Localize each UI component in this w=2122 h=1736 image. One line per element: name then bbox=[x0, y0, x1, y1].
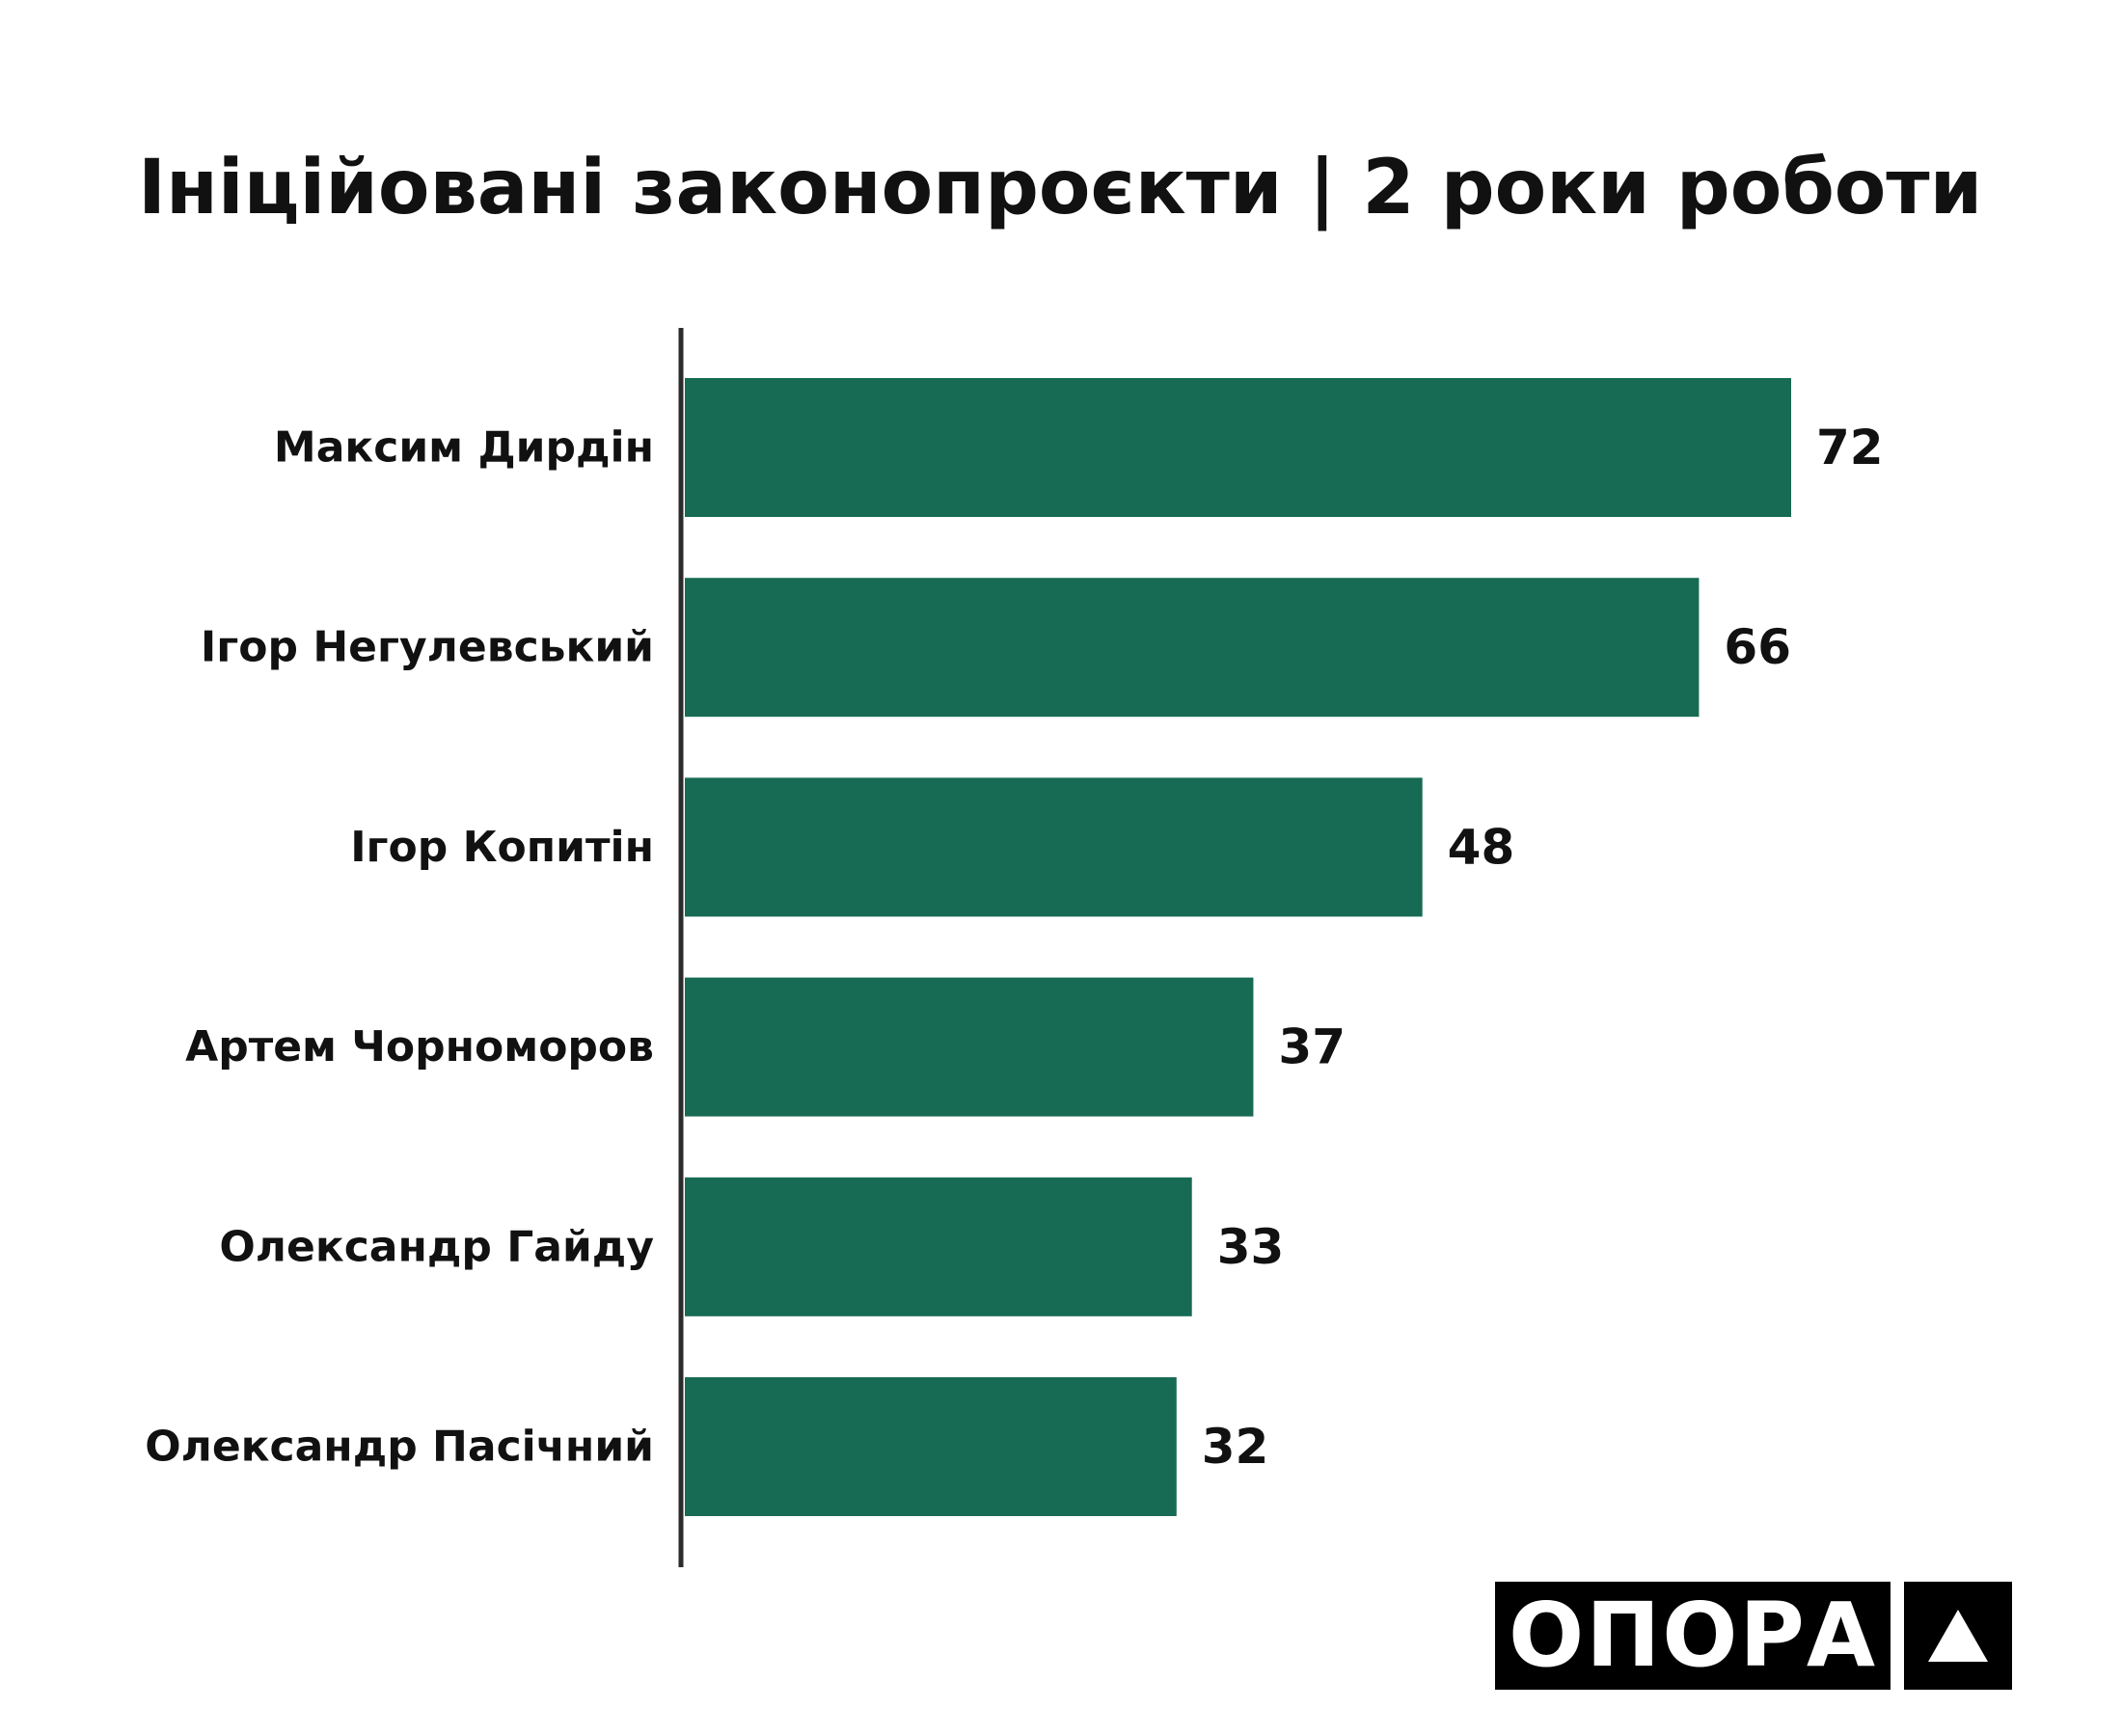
bar bbox=[685, 1377, 1177, 1516]
bar bbox=[685, 378, 1791, 517]
data-label: 37 bbox=[1278, 1019, 1346, 1075]
data-label: 48 bbox=[1448, 819, 1515, 875]
data-label: 72 bbox=[1816, 420, 1884, 475]
data-label: 66 bbox=[1724, 619, 1791, 675]
bar bbox=[685, 977, 1254, 1117]
category-label: Ігор Копитін bbox=[350, 823, 654, 872]
triangle-icon bbox=[1904, 1582, 2013, 1690]
data-label: 32 bbox=[1202, 1419, 1269, 1475]
bar bbox=[685, 777, 1423, 917]
category-label: Максим Дирдін bbox=[274, 423, 654, 473]
data-label: 33 bbox=[1217, 1219, 1285, 1275]
category-label: Ігор Негулевський bbox=[201, 623, 654, 672]
logo-text: ОПОРА bbox=[1495, 1582, 1891, 1690]
chart-title: Ініційовані законопроєкти | 2 роки робот… bbox=[138, 145, 1983, 231]
category-label: Олександр Пасічний bbox=[145, 1423, 654, 1472]
opora-logo: ОПОРА bbox=[1495, 1582, 2013, 1690]
category-label: Артем Чорноморов bbox=[185, 1022, 654, 1071]
bar bbox=[685, 578, 1700, 718]
bar bbox=[685, 1177, 1192, 1316]
category-label: Олександр Гайду bbox=[219, 1222, 654, 1271]
